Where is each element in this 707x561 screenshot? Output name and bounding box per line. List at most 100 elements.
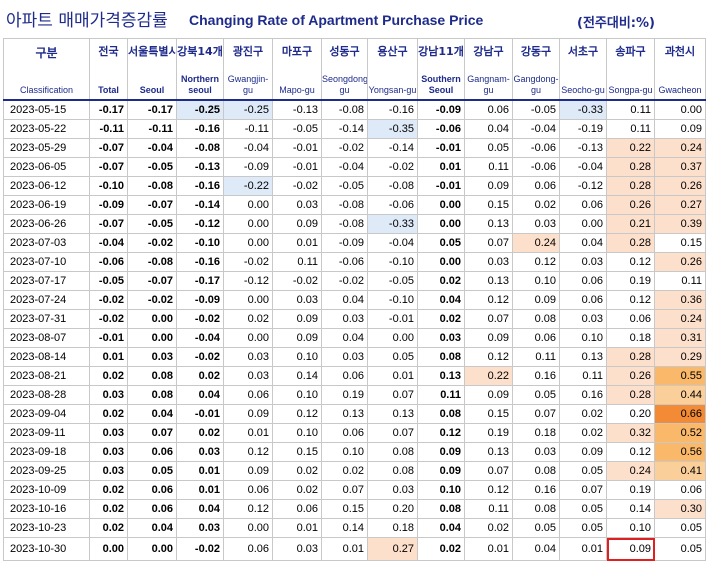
value-cell: 0.04 (559, 233, 607, 253)
value-cell: 0.02 (176, 366, 224, 386)
value-cell: -0.07 (127, 271, 177, 291)
col-header-en: Seongdong-gu (322, 74, 368, 95)
value-cell: -0.09 (417, 99, 465, 120)
table-row: 2023-07-10 -0.06 -0.08 -0.16 -0.02 0.11 -0.06-… (3, 252, 706, 272)
value-cell: -0.14 (321, 119, 368, 139)
value-cell: 0.06 (127, 499, 177, 519)
value-cell: 0.09 (223, 404, 273, 424)
value-cell: 0.02 (272, 480, 322, 500)
value-cell: 0.28 (606, 347, 655, 367)
value-cell: 0.02 (89, 499, 128, 519)
value-cell: 0.19 (606, 480, 655, 500)
value-cell: -0.04 (367, 233, 418, 253)
col-header-en: Seocho-gu (561, 85, 605, 95)
value-cell: 0.36 (654, 290, 706, 310)
col-header-ko: 용산구 (377, 45, 408, 58)
value-cell: 0.24 (512, 233, 560, 253)
row-date-cell: 2023-09-18 (3, 442, 90, 462)
value-cell: 0.37 (654, 157, 706, 177)
table-body: 2023-05-15 -0.17 -0.17 -0.25 -0.25 -0.13 -0.08… (3, 99, 706, 561)
value-cell: 0.26 (654, 252, 706, 272)
value-cell: 0.08 (512, 499, 560, 519)
value-cell: 0.08 (512, 461, 560, 481)
value-cell: -0.08 (127, 176, 177, 196)
col-header-ko: 강북14개 (177, 45, 223, 58)
value-cell: 0.07 (464, 233, 513, 253)
value-cell: -0.02 (321, 271, 368, 291)
value-cell: 0.00 (127, 328, 177, 348)
value-cell: -0.06 (417, 119, 465, 139)
value-cell: 0.05 (367, 347, 418, 367)
value-cell: 0.03 (272, 195, 322, 215)
value-cell: 0.26 (606, 366, 655, 386)
value-cell: 0.06 (559, 271, 607, 291)
table-row: 2023-08-14 0.01 0.03 -0.02 0.03 0.10 0.03 0.05 0… (3, 347, 706, 367)
value-cell: 0.09 (272, 309, 322, 329)
value-cell: 0.07 (559, 480, 607, 500)
value-cell: 0.31 (654, 328, 706, 348)
value-cell: 0.07 (367, 423, 418, 443)
value-cell: 0.13 (464, 214, 513, 234)
header-row: 구분 Classification 전국 Total 서울특별시 Seoul 강북14… (3, 38, 706, 101)
value-cell: 0.10 (559, 328, 607, 348)
value-cell: 0.04 (127, 518, 177, 538)
value-cell: 0.06 (606, 309, 655, 329)
value-cell: 0.12 (606, 442, 655, 462)
value-cell: -0.06 (89, 252, 128, 272)
value-cell: 0.09 (464, 176, 513, 196)
value-cell: 0.16 (512, 366, 560, 386)
value-cell: -0.04 (512, 119, 560, 139)
table-row: 2023-05-29 -0.07 -0.04 -0.08 -0.04 -0.01 -0.02… (3, 138, 706, 158)
value-cell: 0.13 (464, 442, 513, 462)
value-cell: -0.16 (367, 99, 418, 120)
value-cell: -0.35 (367, 119, 418, 139)
value-cell: 0.13 (367, 404, 418, 424)
value-cell: 0.02 (89, 518, 128, 538)
value-cell: -0.05 (512, 99, 560, 120)
value-cell: -0.10 (367, 252, 418, 272)
value-cell: 0.06 (127, 480, 177, 500)
col-header-northern-seoul: 강북14개 Northern seoul (176, 38, 224, 101)
col-header-en: Songpa-gu (608, 85, 653, 95)
value-cell: -0.09 (176, 290, 224, 310)
table-row: 2023-08-21 0.02 0.08 0.02 0.03 0.14 0.06 0.01 0.… (3, 366, 706, 386)
value-cell: 0.01 (223, 423, 273, 443)
col-header-ko: 광진구 (232, 45, 264, 58)
value-cell: -0.02 (272, 271, 322, 291)
col-header-ko: 강동구 (520, 45, 552, 58)
value-cell: 0.14 (321, 518, 368, 538)
value-cell: 0.29 (654, 347, 706, 367)
value-cell: -0.02 (127, 290, 177, 310)
value-cell: 0.03 (321, 347, 368, 367)
col-header-ko: 서울특별시 (128, 45, 177, 58)
value-cell: 0.28 (606, 157, 655, 177)
table-row: 2023-07-24 -0.02 -0.02 -0.09 0.00 0.03 0.04 -0.… (3, 290, 706, 310)
value-cell: 0.00 (417, 214, 465, 234)
col-header-en: Gangdong-gu (513, 74, 559, 95)
value-cell: 0.09 (417, 442, 465, 462)
value-cell: 0.10 (272, 347, 322, 367)
value-cell: -0.01 (272, 138, 322, 158)
value-cell: -0.04 (223, 138, 273, 158)
value-cell: 0.04 (321, 328, 368, 348)
value-cell: -0.22 (223, 176, 273, 196)
row-date-cell: 2023-08-07 (3, 328, 90, 348)
value-cell: 0.04 (321, 290, 368, 310)
value-cell: 0.03 (89, 461, 128, 481)
value-cell: -0.10 (367, 290, 418, 310)
value-cell: 0.24 (606, 461, 655, 481)
row-date-cell: 2023-07-17 (3, 271, 90, 291)
col-header-seongdong: 성동구 Seongdong-gu (321, 38, 368, 101)
value-cell: -0.04 (127, 138, 177, 158)
col-header-ko: 강남구 (473, 45, 504, 58)
value-cell: 0.01 (272, 233, 322, 253)
table-row: 2023-06-12 -0.10 -0.08 -0.16 -0.22 -0.02 -0.05… (3, 176, 706, 196)
value-cell: -0.02 (127, 233, 177, 253)
value-cell: 0.11 (606, 99, 655, 120)
value-cell: -0.04 (559, 157, 607, 177)
value-cell: 0.15 (654, 233, 706, 253)
value-cell: 0.10 (272, 385, 322, 405)
row-date-cell: 2023-06-19 (3, 195, 90, 215)
row-date-cell: 2023-07-31 (3, 309, 90, 329)
value-cell: 0.12 (606, 252, 655, 272)
